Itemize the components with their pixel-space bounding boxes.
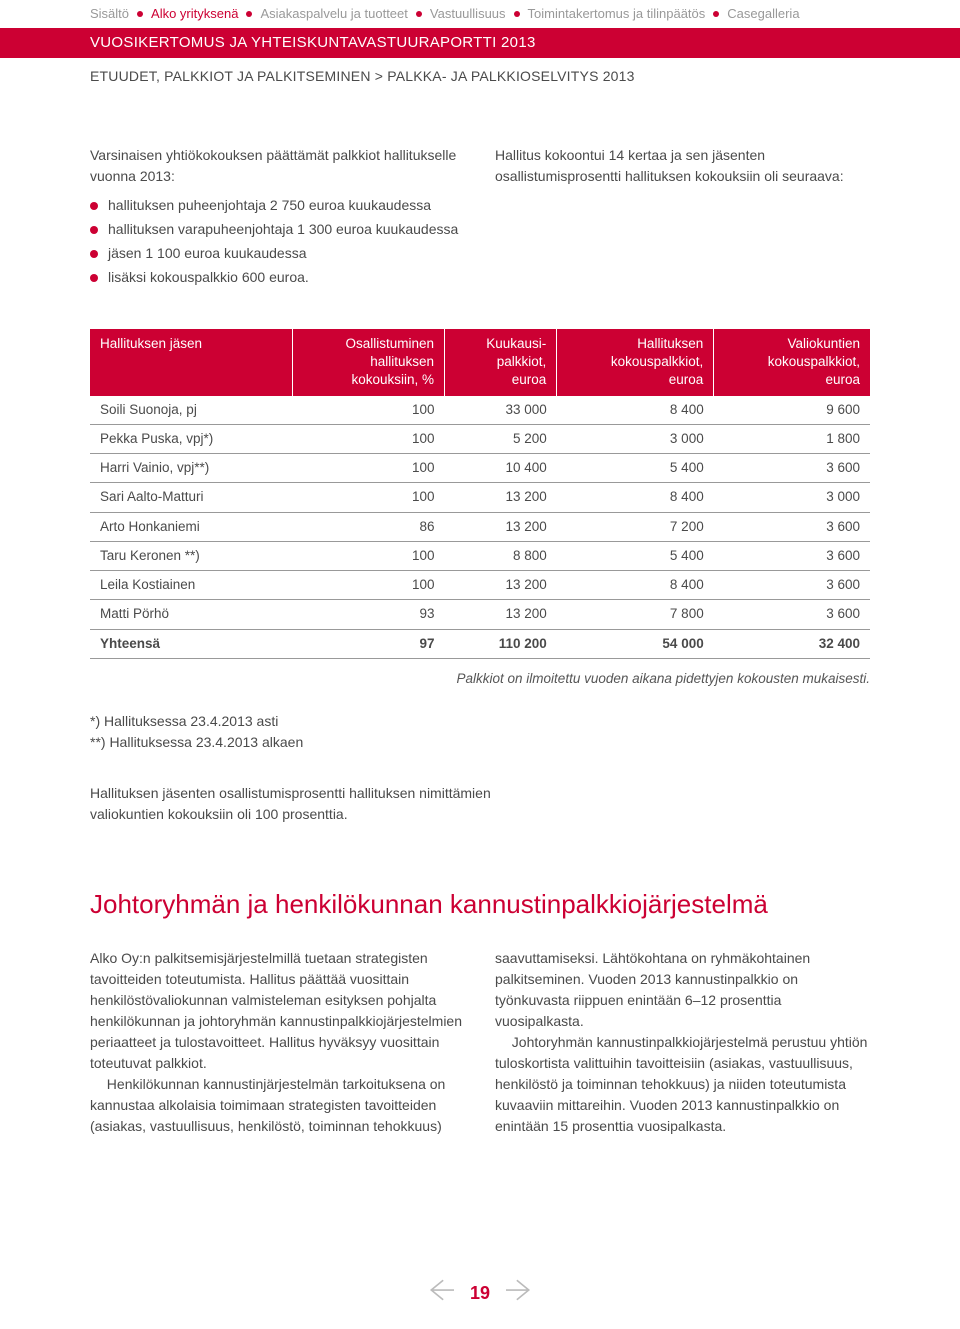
table-cell: 54 000 <box>557 629 714 658</box>
table-cell: 110 200 <box>445 629 557 658</box>
nav-item[interactable]: Alko yrityksenä <box>151 4 238 24</box>
table-cell: Pekka Puska, vpj*) <box>90 424 293 453</box>
table-total-row: Yhteensä97110 20054 00032 400 <box>90 629 870 658</box>
table-cell: 8 400 <box>557 396 714 425</box>
table-cell: 93 <box>293 600 445 629</box>
report-title: VUOSIKERTOMUS JA YHTEISKUNTAVASTUURAPORT… <box>90 34 536 51</box>
table-cell: 3 600 <box>714 454 870 483</box>
left-intro: Varsinaisen yhtiökokouksen päättämät pal… <box>90 145 465 187</box>
table-row: Sari Aalto-Matturi10013 2008 4003 000 <box>90 483 870 512</box>
nav-item[interactable]: Toimintakertomus ja tilinpäätös <box>528 4 706 24</box>
pager: 19 <box>90 1277 870 1309</box>
table-cell: 5 400 <box>557 541 714 570</box>
section-title-incentives: Johtoryhmän ja henkilökunnan kannustinpa… <box>90 885 870 924</box>
table-cell: 7 800 <box>557 600 714 629</box>
report-title-bar: VUOSIKERTOMUS JA YHTEISKUNTAVASTUURAPORT… <box>0 28 960 59</box>
table-cell: 33 000 <box>445 396 557 425</box>
table-cell: 100 <box>293 424 445 453</box>
table-cell: 13 200 <box>445 571 557 600</box>
table-header: Hallituksen jäsen <box>90 329 293 396</box>
table-row: Arto Honkaniemi8613 2007 2003 600 <box>90 512 870 541</box>
table-row: Matti Pörhö9313 2007 8003 600 <box>90 600 870 629</box>
table-row: Taru Keronen **)1008 8005 4003 600 <box>90 541 870 570</box>
table-cell: 86 <box>293 512 445 541</box>
table-header: Hallituksenkokouspalkkiot,euroa <box>557 329 714 396</box>
board-fees-table: Hallituksen jäsenOsallistuminenhallituks… <box>90 329 870 659</box>
bullet-item: hallituksen puheenjohtaja 2 750 euroa ku… <box>90 195 465 216</box>
next-page-arrow[interactable] <box>506 1277 532 1309</box>
incentives-body: Alko Oy:n palkitsemisjärjestelmillä tuet… <box>90 948 870 1137</box>
table-header: Osallistuminenhallituksenkokouksiin, % <box>293 329 445 396</box>
table-cell: 100 <box>293 483 445 512</box>
table-note: Palkkiot on ilmoitettu vuoden aikana pid… <box>90 669 870 689</box>
nav-separator-dot <box>514 11 520 17</box>
table-cell: 10 400 <box>445 454 557 483</box>
top-nav: Sisältö Alko yrityksenä Asiakaspalvelu ja … <box>90 0 870 28</box>
footnote-line: **) Hallituksessa 23.4.2013 alkaen <box>90 732 870 753</box>
table-cell: Sari Aalto-Matturi <box>90 483 293 512</box>
nav-item[interactable]: Sisältö <box>90 4 129 24</box>
breadcrumb: ETUUDET, PALKKIOT JA PALKITSEMINEN > PAL… <box>0 58 960 95</box>
table-cell: 13 200 <box>445 600 557 629</box>
table-cell: Leila Kostiainen <box>90 571 293 600</box>
bullet-item: jäsen 1 100 euroa kuukaudessa <box>90 243 465 264</box>
nav-separator-dot <box>713 11 719 17</box>
footnotes: *) Hallituksessa 23.4.2013 asti**) Halli… <box>90 711 870 753</box>
table-cell: 13 200 <box>445 512 557 541</box>
table-cell: Yhteensä <box>90 629 293 658</box>
table-cell: 100 <box>293 454 445 483</box>
table-cell: Taru Keronen **) <box>90 541 293 570</box>
table-cell: 3 600 <box>714 571 870 600</box>
table-cell: 13 200 <box>445 483 557 512</box>
bullet-item: lisäksi kokouspalkkio 600 euroa. <box>90 267 465 288</box>
table-cell: 9 600 <box>714 396 870 425</box>
table-cell: 100 <box>293 571 445 600</box>
table-row: Pekka Puska, vpj*)1005 2003 0001 800 <box>90 424 870 453</box>
table-cell: 97 <box>293 629 445 658</box>
table-header: Kuukausi-palkkiot,euroa <box>445 329 557 396</box>
table-cell: 1 800 <box>714 424 870 453</box>
table-cell: 5 200 <box>445 424 557 453</box>
table-cell: 8 400 <box>557 571 714 600</box>
table-cell: 7 200 <box>557 512 714 541</box>
nav-separator-dot <box>246 11 252 17</box>
footnote-line: *) Hallituksessa 23.4.2013 asti <box>90 711 870 732</box>
table-cell: 3 600 <box>714 512 870 541</box>
table-cell: 3 600 <box>714 600 870 629</box>
table-row: Leila Kostiainen10013 2008 4003 600 <box>90 571 870 600</box>
breadcrumb-text: ETUUDET, PALKKIOT JA PALKITSEMINEN > PAL… <box>90 68 635 84</box>
page-number: 19 <box>470 1280 490 1307</box>
table-cell: 100 <box>293 541 445 570</box>
incentives-p3: Johtoryhmän kannustinpalkkiojärjestelmä … <box>495 1032 870 1137</box>
table-cell: 100 <box>293 396 445 425</box>
table-cell: 8 400 <box>557 483 714 512</box>
nav-item[interactable]: Vastuullisuus <box>430 4 506 24</box>
table-cell: Harri Vainio, vpj**) <box>90 454 293 483</box>
participation-note: Hallituksen jäsenten osallistumisprosent… <box>90 783 510 825</box>
nav-item[interactable]: Casegalleria <box>727 4 799 24</box>
table-cell: Matti Pörhö <box>90 600 293 629</box>
nav-separator-dot <box>137 11 143 17</box>
right-intro: Hallitus kokoontui 14 kertaa ja sen jäse… <box>495 145 870 187</box>
table-cell: 32 400 <box>714 629 870 658</box>
table-header: Valiokuntienkokouspalkkiot,euroa <box>714 329 870 396</box>
table-cell: 5 400 <box>557 454 714 483</box>
prev-page-arrow[interactable] <box>428 1277 454 1309</box>
table-row: Harri Vainio, vpj**)10010 4005 4003 600 <box>90 454 870 483</box>
nav-item[interactable]: Asiakaspalvelu ja tuotteet <box>260 4 407 24</box>
incentives-p1: Alko Oy:n palkitsemisjärjestelmillä tuet… <box>90 948 465 1074</box>
table-cell: Soili Suonoja, pj <box>90 396 293 425</box>
table-cell: 3 000 <box>557 424 714 453</box>
table-cell: 8 800 <box>445 541 557 570</box>
table-row: Soili Suonoja, pj10033 0008 4009 600 <box>90 396 870 425</box>
table-cell: 3 000 <box>714 483 870 512</box>
fee-bullet-list: hallituksen puheenjohtaja 2 750 euroa ku… <box>90 195 465 288</box>
table-cell: Arto Honkaniemi <box>90 512 293 541</box>
nav-separator-dot <box>416 11 422 17</box>
bullet-item: hallituksen varapuheenjohtaja 1 300 euro… <box>90 219 465 240</box>
table-cell: 3 600 <box>714 541 870 570</box>
